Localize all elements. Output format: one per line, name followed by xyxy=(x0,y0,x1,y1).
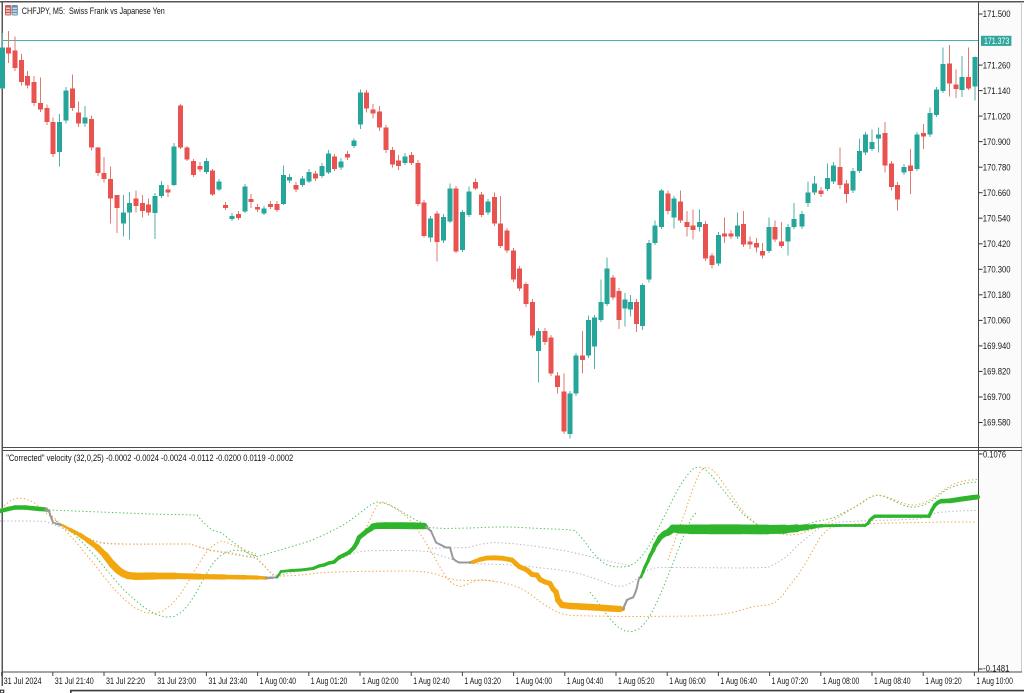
svg-text:1 Aug 06:40: 1 Aug 06:40 xyxy=(720,676,757,686)
svg-text:1 Aug 10:00: 1 Aug 10:00 xyxy=(976,676,1013,686)
svg-text:1 Aug 02:40: 1 Aug 02:40 xyxy=(413,676,450,686)
svg-text:31 Jul 22:20: 31 Jul 22:20 xyxy=(106,676,145,686)
svg-text:169.820: 169.820 xyxy=(983,367,1011,377)
svg-text:-0.1481: -0.1481 xyxy=(983,663,1010,673)
svg-text:169.700: 169.700 xyxy=(983,392,1011,402)
svg-text:1 Aug 07:20: 1 Aug 07:20 xyxy=(772,676,809,686)
svg-text:"Corrected" velocity (32,0,25): "Corrected" velocity (32,0,25) -0.0002 -… xyxy=(6,453,293,463)
svg-text:0.1076: 0.1076 xyxy=(983,449,1006,459)
svg-text:169.940: 169.940 xyxy=(983,341,1011,351)
svg-text:171.020: 171.020 xyxy=(983,111,1011,121)
svg-text:1 Aug 04:00: 1 Aug 04:00 xyxy=(516,676,553,686)
svg-text:171.500: 171.500 xyxy=(983,9,1011,19)
svg-text:170.780: 170.780 xyxy=(983,162,1011,172)
svg-text:CHFJPY, M5: Swiss Frank vs Ja: CHFJPY, M5: Swiss Frank vs Japanese Yen xyxy=(22,6,165,17)
svg-text:170.660: 170.660 xyxy=(983,188,1011,198)
svg-text:170.420: 170.420 xyxy=(983,239,1011,249)
svg-text:1 Aug 04:40: 1 Aug 04:40 xyxy=(567,676,604,686)
svg-text:1 Aug 06:00: 1 Aug 06:00 xyxy=(669,676,706,686)
svg-text:171.140: 171.140 xyxy=(983,86,1011,96)
svg-text:31 Jul 2024: 31 Jul 2024 xyxy=(4,676,42,686)
svg-text:1 Aug 00:40: 1 Aug 00:40 xyxy=(260,676,297,686)
svg-text:1 Aug 05:20: 1 Aug 05:20 xyxy=(618,676,655,686)
svg-text:1 Aug 02:00: 1 Aug 02:00 xyxy=(362,676,399,686)
svg-text:170.060: 170.060 xyxy=(983,316,1011,326)
svg-text:1 Aug 09:20: 1 Aug 09:20 xyxy=(925,676,962,686)
svg-text:170.180: 170.180 xyxy=(983,290,1011,300)
svg-text:31 Jul 21:40: 31 Jul 21:40 xyxy=(55,676,94,686)
svg-text:31 Jul 23:00: 31 Jul 23:00 xyxy=(157,676,196,686)
svg-text:1 Aug 03:20: 1 Aug 03:20 xyxy=(464,676,501,686)
svg-text:170.540: 170.540 xyxy=(983,213,1011,223)
svg-text:1 Aug 01:20: 1 Aug 01:20 xyxy=(311,676,348,686)
svg-text:171.373: 171.373 xyxy=(984,36,1009,46)
svg-text:171.260: 171.260 xyxy=(983,60,1011,70)
svg-text:169.580: 169.580 xyxy=(983,418,1011,428)
svg-text:170.300: 170.300 xyxy=(983,265,1011,275)
svg-text:170.900: 170.900 xyxy=(983,137,1011,147)
svg-text:1 Aug 08:40: 1 Aug 08:40 xyxy=(874,676,911,686)
svg-text:31 Jul 23:40: 31 Jul 23:40 xyxy=(208,676,247,686)
svg-text:1 Aug 08:00: 1 Aug 08:00 xyxy=(823,676,860,686)
